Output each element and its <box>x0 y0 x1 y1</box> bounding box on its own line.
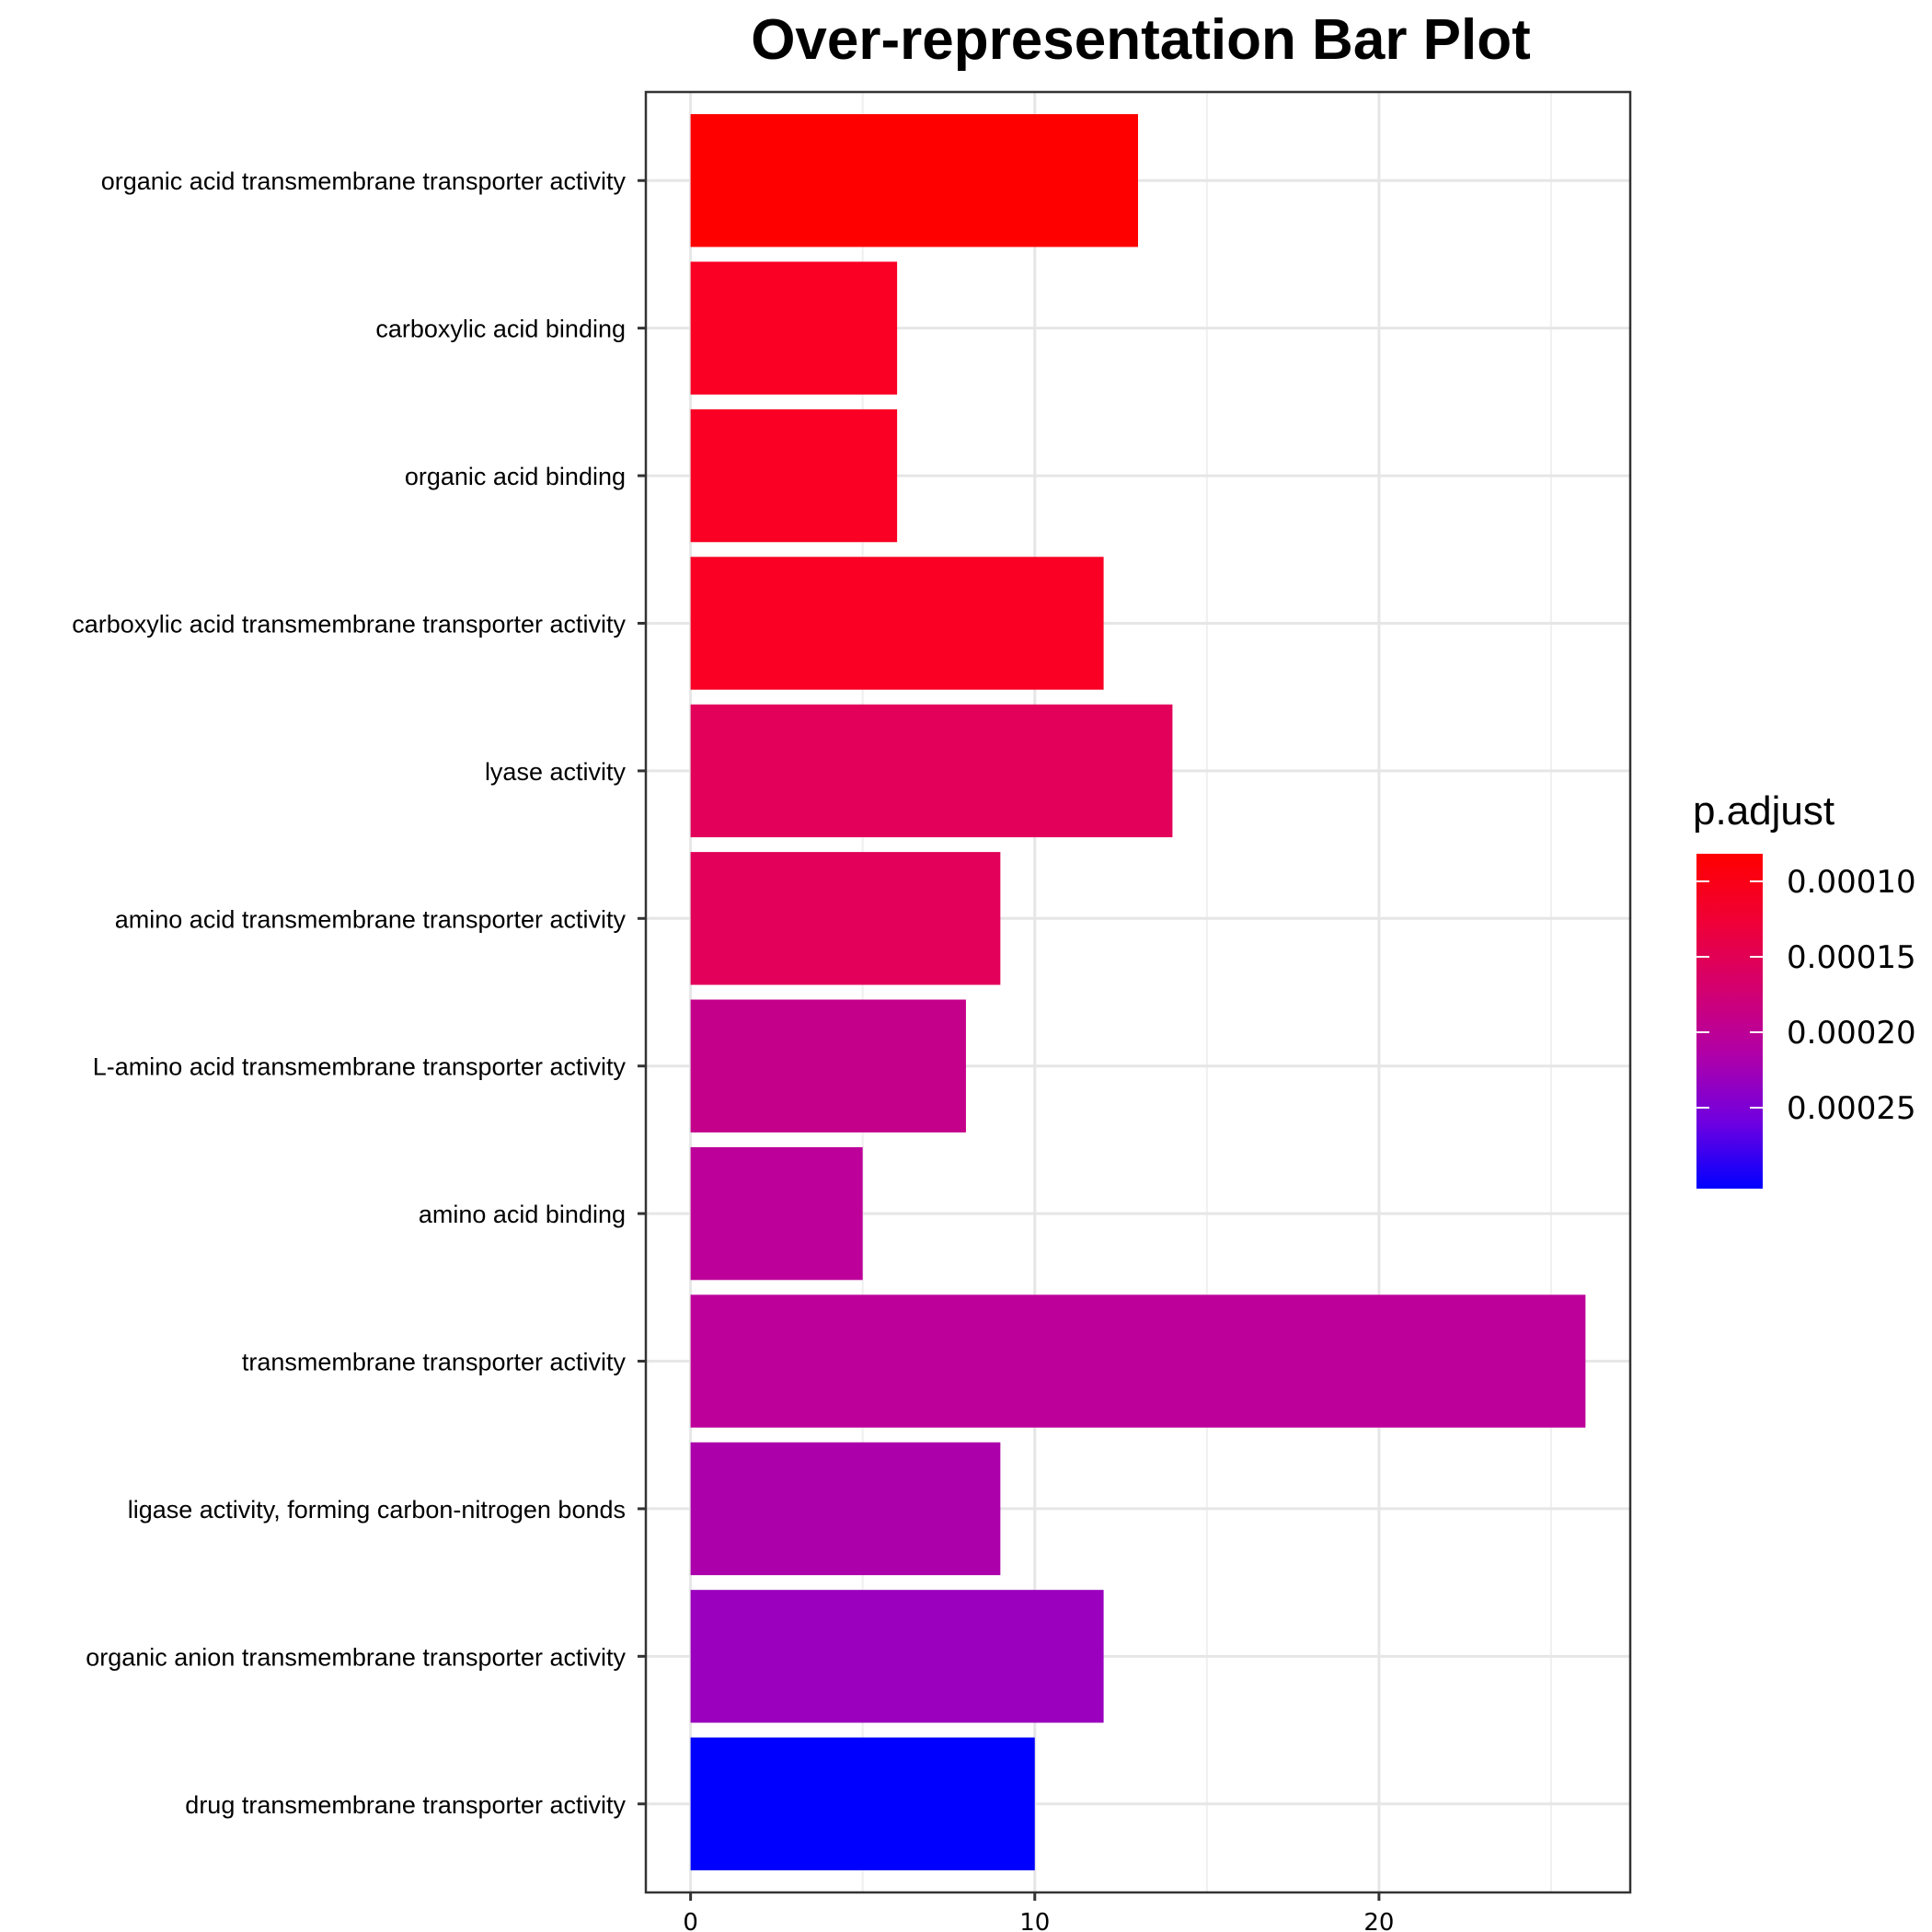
bar <box>690 114 1138 247</box>
y-tick-label: carboxylic acid transmembrane transporte… <box>72 610 626 638</box>
y-tick-label: organic acid transmembrane transporter a… <box>101 167 627 195</box>
y-tick-label: organic acid binding <box>405 463 626 490</box>
x-tick-label: 10 <box>1019 1909 1050 1932</box>
bar <box>690 557 1104 690</box>
x-tick-label: 0 <box>683 1909 698 1932</box>
bar <box>690 852 1001 985</box>
legend-label: 0.00020 <box>1787 1015 1916 1052</box>
y-tick-label: lyase activity <box>485 758 627 786</box>
y-tick-label: amino acid binding <box>419 1201 626 1228</box>
bar <box>690 1442 1001 1576</box>
panel-border <box>644 90 1632 1894</box>
bar <box>690 704 1173 838</box>
chart-title: Over-representation Bar Plot <box>751 8 1531 72</box>
bar <box>690 1294 1586 1428</box>
y-tick-label: carboxylic acid binding <box>375 316 626 343</box>
legend-title: p.adjust <box>1693 788 1834 834</box>
y-tick-label: ligase activity, forming carbon-nitrogen… <box>128 1496 626 1524</box>
y-tick-label: drug transmembrane transporter activity <box>185 1791 626 1819</box>
bar <box>690 1737 1035 1870</box>
y-tick-label: L-amino acid transmembrane transporter a… <box>93 1053 627 1081</box>
bar <box>690 1590 1104 1723</box>
y-tick-label: transmembrane transporter activity <box>242 1349 627 1376</box>
legend-colorbar <box>1696 854 1763 1189</box>
legend: p.adjust 0.00010 0.00015 0.00020 0.00025 <box>1693 788 1916 1189</box>
plot-area: organic acid transmembrane transporter a… <box>72 90 1632 1932</box>
bar <box>690 261 898 395</box>
bar <box>690 1146 863 1281</box>
y-tick-label: amino acid transmembrane transporter act… <box>115 905 627 933</box>
bar <box>690 999 966 1133</box>
bar <box>690 408 898 543</box>
legend-label: 0.00010 <box>1787 864 1916 901</box>
x-tick-label: 20 <box>1363 1909 1394 1932</box>
y-tick-label: organic anion transmembrane transporter … <box>86 1643 626 1671</box>
legend-label: 0.00025 <box>1787 1090 1916 1127</box>
legend-label: 0.00015 <box>1787 939 1916 976</box>
